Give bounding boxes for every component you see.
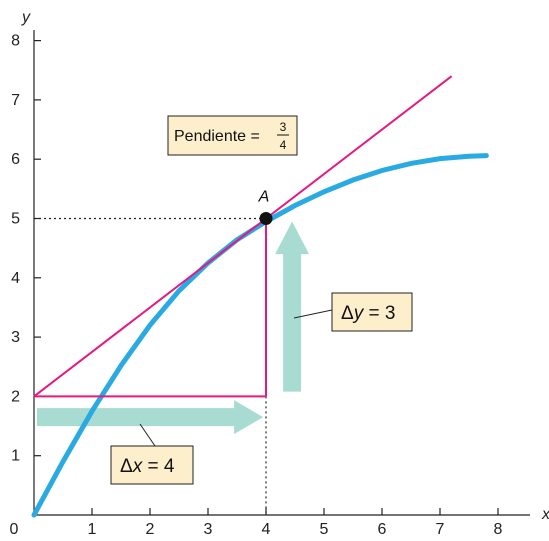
delta-x-leader <box>139 423 156 447</box>
delta-y-label-box <box>331 292 413 332</box>
y-tick-label: 8 <box>11 33 20 50</box>
delta-x-text: Δx = 4 <box>120 456 175 477</box>
slope-label: Pendiente = 3 4 <box>167 115 298 156</box>
delta-y-value: = 3 <box>363 303 395 324</box>
curve-line <box>31 153 489 518</box>
point-a-label: A <box>258 189 270 206</box>
slope-numerator: 3 <box>280 120 287 134</box>
tick-group: 0 1 2 3 4 5 6 7 8 1 2 3 4 5 6 7 8 <box>10 33 503 538</box>
x-tick-label: 5 <box>320 521 329 538</box>
x-tick-label: 7 <box>436 521 445 538</box>
x-axis-label: x <box>541 506 549 523</box>
x-tick-label: 6 <box>378 521 387 538</box>
slope-label-box <box>167 115 298 156</box>
delta-x-symbol: Δ <box>120 456 133 477</box>
slope-denominator: 4 <box>280 138 287 152</box>
delta-x-value: = 4 <box>142 456 175 477</box>
delta-y-leader <box>293 309 333 319</box>
delta-x-var: x <box>132 456 144 477</box>
x-tick-label: 4 <box>262 521 271 538</box>
y-tick-label: 5 <box>11 211 20 228</box>
delta-x-label-box <box>110 445 194 485</box>
x-tick-label: 8 <box>494 521 503 538</box>
y-tick-label: 7 <box>11 92 20 109</box>
delta-y-label: Δy = 3 <box>331 292 413 332</box>
x-tick-label: 0 <box>10 521 19 538</box>
delta-y-text: Δy = 3 <box>341 303 395 324</box>
tangent-line <box>33 75 453 398</box>
point-a <box>259 212 273 225</box>
y-tick-label: 3 <box>11 329 20 346</box>
y-axis-label: y <box>21 9 31 26</box>
delta-y-var: y <box>352 303 365 324</box>
delta-x-arrow <box>36 400 264 435</box>
slope-label-text: Pendiente = <box>174 128 260 145</box>
y-tick-label: 4 <box>11 270 20 287</box>
delta-y-symbol: Δ <box>341 303 354 324</box>
y-tick-label: 2 <box>11 388 20 405</box>
delta-y-arrow <box>275 221 310 392</box>
y-tick-label: 1 <box>11 448 20 465</box>
x-tick-label: 2 <box>146 521 155 538</box>
x-tick-label: 3 <box>204 521 213 538</box>
x-tick-label: 1 <box>88 521 97 538</box>
y-tick-label: 6 <box>11 151 20 168</box>
delta-x-label: Δx = 4 <box>110 445 194 485</box>
